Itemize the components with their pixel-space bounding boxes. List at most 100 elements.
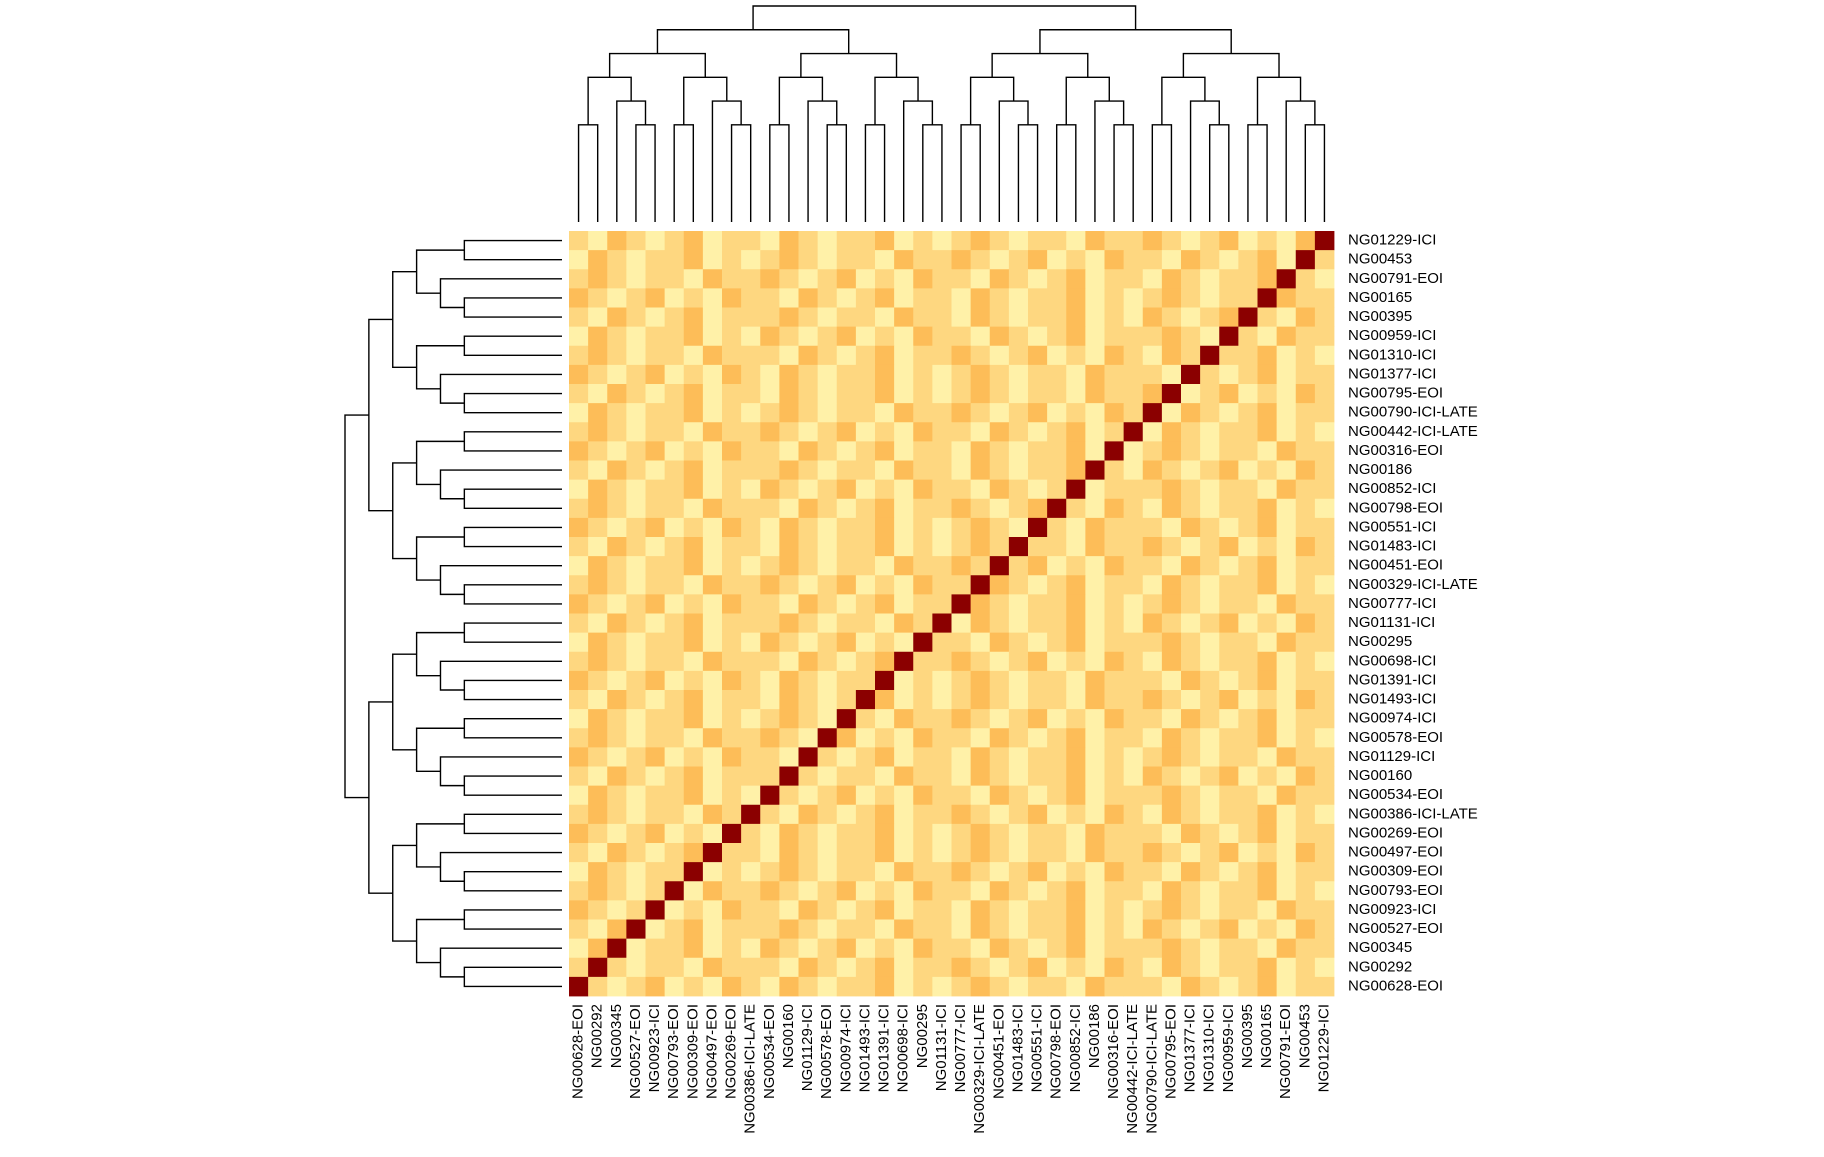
heatmap-cell [1238,479,1258,500]
heatmap-cell [875,517,895,538]
heatmap-cell [588,976,608,997]
heatmap-cell [1200,651,1220,672]
heatmap-cell [683,747,704,767]
heatmap-cell [1104,594,1125,614]
heatmap-cell [989,747,1010,767]
heatmap-cell [1142,269,1163,289]
heatmap-cell [932,900,952,920]
heatmap-cell [836,766,857,787]
heatmap-cell [1008,556,1029,576]
heatmap-cell [702,804,723,825]
heatmap-cell [875,307,895,328]
heatmap-cell [875,957,895,978]
heatmap-cell [683,269,704,289]
heatmap-cell [951,938,972,959]
heatmap-cell [951,422,972,442]
heatmap-cell [1161,766,1182,787]
heatmap-cell [1123,843,1144,863]
heatmap-cell [894,747,914,767]
heatmap-cell [683,250,704,270]
row-label: NG00777-ICI [1348,595,1436,612]
heatmap-cell [1085,804,1105,825]
heatmap-cell [702,231,723,251]
heatmap-cell [1257,364,1278,385]
heatmap-cell [569,250,589,270]
heatmap-cell [817,537,838,557]
heatmap-cell [1142,785,1163,806]
heatmap-cell [970,632,991,653]
heatmap-cell [1257,613,1278,634]
heatmap-cell [951,862,972,882]
heatmap-cell [817,288,838,308]
heatmap-cell [1314,345,1335,366]
heatmap-cell [722,804,742,825]
heatmap-cell [989,785,1010,806]
heatmap-cell [702,594,723,614]
heatmap-cell [588,422,608,442]
heatmap-cell [645,384,666,404]
heatmap-cell [1276,441,1297,461]
heatmap-cell [1200,938,1220,959]
heatmap-cell [894,556,914,576]
heatmap-cell [1123,575,1144,595]
heatmap-cell [989,919,1010,940]
heatmap-cell [779,326,799,347]
heatmap-cell [951,364,972,385]
heatmap-cell [664,632,685,653]
heatmap-cell [1085,823,1105,844]
heatmap-cell [1142,498,1163,519]
heatmap-cell [1276,288,1297,308]
heatmap-cell [1047,594,1067,614]
heatmap-cell [779,441,799,461]
heatmap-cell [722,231,742,251]
heatmap-cell [1276,632,1297,653]
heatmap-cell [855,479,876,500]
heatmap-cell [1028,537,1048,557]
heatmap-cell [1314,307,1335,328]
heatmap-cell [875,441,895,461]
heatmap-cell [1161,651,1182,672]
heatmap-cell [1028,843,1048,863]
heatmap-cell [1142,460,1163,481]
heatmap-cell [702,785,723,806]
heatmap-cell [951,575,972,595]
heatmap-cell [1008,976,1029,997]
heatmap-cell [913,250,933,270]
heatmap-cell [1008,384,1029,404]
heatmap-cell [664,881,685,901]
heatmap-cell [626,690,646,710]
heatmap-cell [894,460,914,481]
heatmap-cell [1276,766,1297,787]
heatmap-cell [645,575,666,595]
heatmap-cell [645,785,666,806]
heatmap-cell [894,575,914,595]
heatmap-cell [702,900,723,920]
heatmap-cell [913,326,933,347]
heatmap-cell [760,479,780,500]
heatmap-cell [836,938,857,959]
heatmap-cell [1047,632,1067,653]
heatmap-cell [779,823,799,844]
heatmap-cell [1028,288,1048,308]
heatmap-cell [1123,632,1144,653]
heatmap-cell [932,269,952,289]
heatmap-cell [798,441,819,461]
heatmap-cell [1123,460,1144,481]
heatmap-cell [1142,900,1163,920]
heatmap-cell [1314,976,1335,997]
heatmap-cell [664,728,685,748]
heatmap-cell [683,728,704,748]
heatmap-cell [817,594,838,614]
heatmap-cell [1295,517,1316,538]
heatmap-cell [645,632,666,653]
heatmap-cell [702,479,723,500]
heatmap-cell [683,766,704,787]
heatmap-cell [817,479,838,500]
heatmap-cell [894,690,914,710]
heatmap-cell [588,345,608,366]
heatmap-cell [607,957,627,978]
heatmap-cell [894,862,914,882]
heatmap-cell [1238,556,1258,576]
heatmap-cell [722,632,742,653]
heatmap-cell [1219,785,1239,806]
